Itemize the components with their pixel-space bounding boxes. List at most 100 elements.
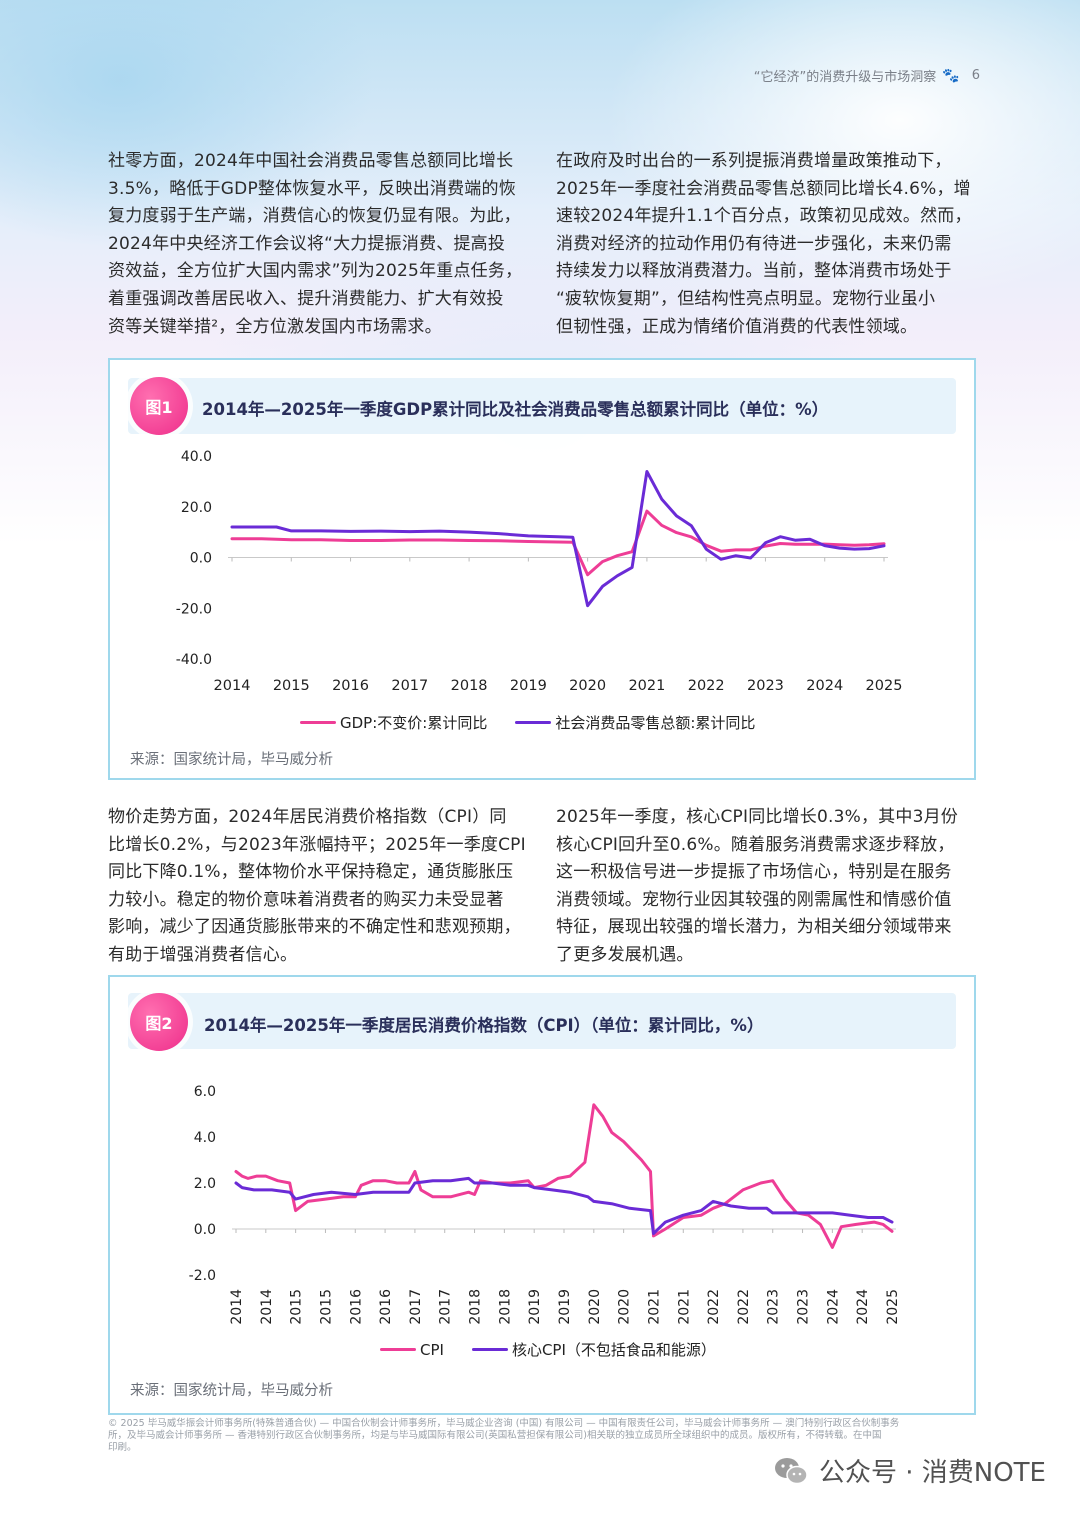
x-tick-label: 2022 (736, 1289, 752, 1325)
paragraph-cpi-trend: 物价走势方面，2024年居民消费价格指数（CPI）同 比增长0.2%，与2023年… (108, 804, 538, 970)
x-tick-label: 2020 (617, 1289, 633, 1325)
y-tick-label: -2.0 (189, 1268, 216, 1284)
header-title: “它经济”的消费升级与市场洞察 (753, 70, 937, 85)
paragraph-line: 消费对经济的拉动作用仍有待进一步强化，未来仍需 (556, 233, 952, 254)
x-tick-label: 2019 (557, 1289, 573, 1325)
paragraph-line: 同比下降0.1%，整体物价水平保持稳定，通货膨胀压 (108, 862, 514, 883)
paragraph-line: 物价走势方面，2024年居民消费价格指数（CPI）同 (108, 807, 507, 827)
x-tick-label: 2021 (628, 678, 665, 694)
figure-2-badge: 图2 (130, 993, 188, 1051)
figure-1-source: 来源：国家统计局，毕马威分析 (130, 752, 333, 768)
x-tick-label: 2016 (348, 1289, 364, 1325)
series-line-0 (230, 509, 886, 577)
x-tick-label: 2017 (391, 678, 428, 694)
legend-swatch-core-cpi (471, 1348, 508, 1351)
y-tick-label: 4.0 (194, 1130, 216, 1146)
x-tick-label: 2020 (569, 678, 606, 694)
paragraph-line: 消费领域。宠物行业因其较强的刚需属性和情感价值 (556, 889, 952, 910)
wechat-icon (773, 1456, 809, 1486)
watermark: 公众号 · 消费NOTE (773, 1452, 1046, 1489)
page-header: “它经济”的消费升级与市场洞察 🐾 6 (753, 66, 980, 86)
legend-item-core-cpi: 核心CPI（不包括食品和能源） (471, 1339, 716, 1360)
figure-2-chart: 6.0 4.0 2.0 0.0 -2.0 2014 2014 2015 2015 2016 2016… (189, 1084, 901, 1325)
x-tick-label: 2014 (259, 1289, 275, 1325)
paragraph-line: 资等关键举措²，全方位激发国内市场需求。 (108, 316, 442, 337)
x-tick-label: 2024 (825, 1289, 841, 1325)
copyright-footer: © 2025 毕马威华振会计师事务所(特殊普通合伙) — 中国合伙制会计师事务所… (108, 1418, 972, 1454)
series-line-1 (234, 1176, 894, 1236)
figure-1-badge: 图1 (130, 377, 188, 435)
x-tick-label: 2021 (646, 1289, 662, 1325)
x-tick-label: 2020 (587, 1289, 603, 1325)
figure-2-title-bar (128, 993, 956, 1049)
x-tick-label: 2017 (408, 1289, 424, 1325)
legend-swatch-cpi (380, 1348, 416, 1351)
paragraph-line: 速较2024年提升1.1个百分点，政策初见成效。然而， (556, 206, 972, 227)
paragraph-line: 力较小。稳定的物价意味着消费者的购买力未受显著 (108, 889, 504, 910)
figure-1-title-bar (128, 378, 956, 434)
x-tick-label: 2015 (318, 1289, 334, 1325)
y-tick-label: 6.0 (194, 1084, 216, 1100)
y-tick-label: 0.0 (194, 1222, 216, 1238)
legend-label-core-cpi: 核心CPI（不包括食品和能源） (511, 1341, 716, 1359)
paw-icon: 🐾 (942, 67, 960, 84)
figure-2-source: 来源：国家统计局，毕马威分析 (130, 1383, 333, 1399)
y-tick-label: -40.0 (176, 652, 212, 668)
x-tick-label: 2023 (747, 678, 784, 694)
x-tick-label: 2019 (527, 1289, 543, 1325)
x-tick-label: 2025 (885, 1289, 901, 1325)
paragraph-line: 核心CPI回升至0.6%。随着服务消费需求逐步释放， (556, 834, 955, 855)
figure-1: 图1 2014年—2025年一季度GDP累计同比及社会消费品零售总额累计同比（单… (108, 358, 976, 780)
paragraph-line: “疲软恢复期”，但结构性亮点明显。宠物行业虽小 (556, 288, 936, 309)
paragraph-line: 特征，展现出较强的增长潜力，为相关细分领域带来 (556, 917, 952, 938)
y-tick-label: 2.0 (194, 1176, 216, 1192)
paragraph-core-cpi: 2025年一季度，核心CPI同比增长0.3%，其中3月份 核心CPI回升至0.6%… (556, 804, 976, 970)
y-tick-label: 40.0 (181, 449, 212, 465)
x-tick-label: 2018 (497, 1289, 513, 1325)
paragraph-line: 了更多发展机遇。 (556, 944, 694, 965)
legend-swatch-retail (515, 721, 552, 724)
legend-item-retail: 社会消费品零售总额:累计同比 (515, 712, 755, 733)
legend-item-gdp: GDP:不变价:累计同比 (300, 712, 487, 733)
legend-label-gdp: GDP:不变价:累计同比 (340, 714, 488, 732)
paragraph-policy-stimulus: 在政府及时出台的一系列提振消费增量政策推动下， 2025年一季度社会消费品零售总额… (556, 148, 976, 341)
x-tick-label: 2023 (766, 1289, 782, 1325)
x-tick-label: 2022 (688, 678, 725, 694)
x-tick-label: 2017 (438, 1289, 454, 1325)
paragraph-line: 但韧性强，正成为情绪价值消费的代表性领域。 (556, 316, 918, 337)
paragraph-line: 有助于增强消费者信心。 (108, 944, 298, 965)
figure-1-title: 2014年—2025年一季度GDP累计同比及社会消费品零售总额累计同比（单位：%… (202, 400, 829, 419)
figure-2-legend: CPI 核心CPI（不包括食品和能源） (380, 1339, 716, 1360)
paragraph-line: 在政府及时出台的一系列提振消费增量政策推动下， (556, 151, 952, 171)
x-tick-label: 2022 (706, 1289, 722, 1325)
paragraph-line: 这一积极信号进一步提振了市场信心，特别是在服务 (556, 862, 952, 883)
paragraph-line: 持续发力以释放消费潜力。当前，整体消费市场处于 (556, 261, 952, 282)
series-line-1 (230, 470, 886, 608)
paragraph-line: 2025年一季度，核心CPI同比增长0.3%，其中3月份 (556, 807, 959, 827)
series-line-0 (234, 1103, 894, 1249)
legend-label-cpi: CPI (420, 1340, 444, 1359)
paragraph-retail-sales: 社零方面，2024年中国社会消费品零售总额同比增长 3.5%，略低于GDP整体恢复… (108, 148, 538, 341)
figure-2-title: 2014年—2025年一季度居民消费价格指数（CPI）（单位：累计同比，%） (204, 1016, 764, 1035)
figure-2: 图2 2014年—2025年一季度居民消费价格指数（CPI）（单位：累计同比，%… (108, 975, 976, 1415)
x-tick-label: 2023 (796, 1289, 812, 1325)
x-tick-label: 2015 (289, 1289, 305, 1325)
x-tick-label: 2018 (451, 678, 488, 694)
x-tick-label: 2025 (866, 678, 903, 694)
x-tick-label: 2024 (806, 678, 843, 694)
legend-item-cpi: CPI (380, 1341, 444, 1359)
paragraph-line: 影响，减少了因通货膨胀带来的不确定性和悲观预期， (108, 917, 521, 938)
x-tick-label: 2016 (378, 1289, 394, 1325)
footer-line: 印刷。 (108, 1442, 137, 1453)
paragraph-line: 复力度弱于生产端，消费信心的恢复仍显有限。为此， (108, 206, 521, 227)
x-tick-label: 2021 (676, 1289, 692, 1325)
x-tick-label: 2018 (468, 1289, 484, 1325)
x-tick-label: 2024 (855, 1289, 871, 1325)
paragraph-line: 资效益，全方位扩大国内需求”列为2025年重点任务， (108, 261, 523, 282)
legend-label-retail: 社会消费品零售总额:累计同比 (555, 714, 756, 732)
x-tick-label: 2015 (273, 678, 310, 694)
y-tick-label: 0.0 (190, 551, 212, 567)
paragraph-line: 2025年一季度社会消费品零售总额同比增长4.6%，增 (556, 178, 971, 199)
footer-line: © 2025 毕马威华振会计师事务所(特殊普通合伙) — 中国合伙制会计师事务所… (108, 1418, 900, 1429)
x-tick-label: 2014 (214, 678, 251, 694)
